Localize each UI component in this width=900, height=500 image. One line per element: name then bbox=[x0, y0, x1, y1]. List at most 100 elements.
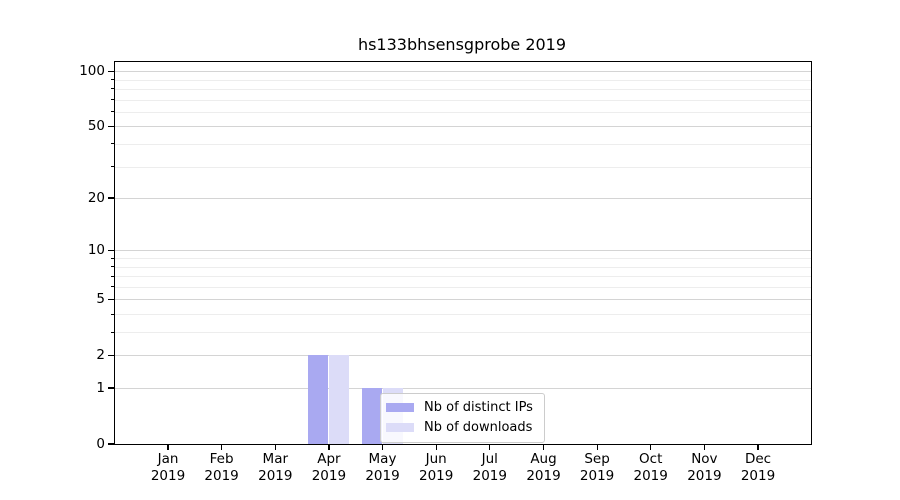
x-tick-label-month: Feb bbox=[209, 451, 234, 467]
y-minor-tick-mark bbox=[111, 313, 115, 315]
x-tick-label-year: 2019 bbox=[365, 468, 400, 484]
x-tick-mark bbox=[381, 444, 384, 450]
x-tick-label-month: Oct bbox=[639, 451, 663, 467]
x-tick-label-month: Apr bbox=[317, 451, 341, 467]
x-tick-label-year: 2019 bbox=[526, 468, 561, 484]
y-minor-tick-mark bbox=[111, 143, 115, 145]
gridline-major bbox=[115, 198, 811, 199]
x-tick-label-year: 2019 bbox=[472, 468, 507, 484]
y-minor-tick-mark bbox=[111, 275, 115, 277]
legend-label: Nb of downloads bbox=[424, 420, 533, 435]
gridline-major bbox=[115, 388, 811, 389]
y-tick-mark bbox=[108, 443, 115, 445]
gridline-major bbox=[115, 355, 811, 357]
x-tick-label: May 2019 bbox=[353, 451, 413, 485]
x-tick-label-year: 2019 bbox=[150, 468, 186, 484]
x-tick-label-year: 2019 bbox=[633, 468, 668, 484]
x-tick-mark bbox=[596, 444, 598, 450]
bar-distinct-ips bbox=[308, 355, 329, 444]
x-tick-label-year: 2019 bbox=[687, 468, 722, 484]
y-tick-mark bbox=[108, 387, 115, 389]
x-tick-label-month: Mar bbox=[262, 451, 289, 467]
y-tick-label: 1 bbox=[96, 380, 105, 396]
x-tick-mark bbox=[757, 444, 759, 450]
gridline-minor bbox=[115, 258, 811, 259]
gridline-minor bbox=[115, 166, 811, 168]
gridline-major bbox=[115, 250, 811, 252]
x-tick-label: Jun 2019 bbox=[406, 451, 466, 485]
x-tick-mark bbox=[167, 444, 169, 450]
y-tick-label: 20 bbox=[87, 190, 105, 206]
gridline-minor bbox=[115, 276, 811, 277]
gridline-major bbox=[115, 71, 811, 73]
y-minor-tick-mark bbox=[111, 166, 115, 167]
gridline-minor bbox=[115, 79, 811, 81]
x-tick-label-year: 2019 bbox=[740, 468, 776, 484]
x-tick-label: Nov 2019 bbox=[674, 451, 734, 485]
x-tick-label-month: Sep bbox=[584, 451, 610, 467]
x-tick-label-year: 2019 bbox=[579, 468, 615, 484]
x-tick-mark bbox=[542, 444, 545, 450]
y-minor-tick-mark bbox=[111, 79, 115, 80]
x-tick-mark bbox=[221, 444, 223, 450]
gridline-minor bbox=[115, 99, 811, 101]
x-tick-label: Oct 2019 bbox=[621, 451, 681, 485]
x-tick-label-month: Nov bbox=[691, 451, 718, 467]
x-tick-mark bbox=[274, 444, 276, 450]
legend-item: Nb of downloads bbox=[386, 419, 536, 436]
y-tick-mark bbox=[108, 249, 115, 251]
y-tick-label: 0 bbox=[96, 436, 105, 452]
x-tick-label-year: 2019 bbox=[258, 468, 293, 484]
x-tick-label: Sep 2019 bbox=[567, 451, 627, 485]
legend-item: Nb of distinct IPs bbox=[386, 399, 536, 416]
x-tick-label-month: Jan bbox=[157, 451, 179, 467]
legend-swatch bbox=[386, 423, 414, 432]
y-tick-mark bbox=[108, 70, 115, 72]
gridline-minor bbox=[115, 266, 811, 268]
gridline-minor bbox=[115, 88, 811, 90]
y-minor-tick-mark bbox=[111, 257, 115, 259]
y-minor-tick-mark bbox=[111, 266, 115, 267]
gridline-minor bbox=[115, 111, 811, 113]
y-minor-tick-mark bbox=[111, 331, 115, 333]
x-tick-mark bbox=[328, 444, 330, 450]
x-tick-mark bbox=[650, 444, 652, 450]
gridline-minor bbox=[115, 286, 811, 288]
y-tick-mark bbox=[108, 298, 115, 300]
legend: Nb of distinct IPs Nb of downloads bbox=[380, 393, 545, 443]
legend-label: Nb of distinct IPs bbox=[424, 400, 533, 415]
y-tick-mark bbox=[108, 354, 115, 356]
x-tick-label-year: 2019 bbox=[419, 468, 454, 484]
gridline-minor bbox=[115, 143, 811, 145]
bar-downloads bbox=[329, 355, 350, 444]
legend-swatch bbox=[386, 403, 414, 412]
y-tick-label: 10 bbox=[87, 242, 105, 259]
y-tick-label: 50 bbox=[87, 118, 105, 135]
x-tick-label-year: 2019 bbox=[204, 468, 239, 484]
bar-distinct-ips bbox=[362, 388, 382, 444]
x-tick-label: Jan 2019 bbox=[138, 451, 198, 485]
y-tick-label: 2 bbox=[96, 347, 105, 364]
x-tick-label-month: May bbox=[368, 451, 397, 467]
x-tick-label: Dec 2019 bbox=[728, 451, 788, 485]
x-tick-label: Jul 2019 bbox=[460, 451, 520, 485]
x-tick-label: Feb 2019 bbox=[192, 451, 252, 485]
y-tick-label: 5 bbox=[96, 291, 105, 308]
x-tick-label-month: Jul bbox=[481, 451, 498, 467]
x-tick-label: Apr 2019 bbox=[299, 451, 359, 485]
x-tick-mark bbox=[489, 444, 491, 450]
x-tick-label-month: Dec bbox=[744, 451, 772, 467]
y-minor-tick-mark bbox=[111, 99, 115, 101]
y-tick-label: 100 bbox=[79, 63, 105, 80]
y-tick-mark bbox=[108, 197, 115, 199]
y-minor-tick-mark bbox=[111, 88, 115, 90]
x-tick-mark bbox=[435, 444, 437, 450]
gridline-major bbox=[115, 299, 811, 301]
gridline-minor bbox=[115, 332, 811, 333]
y-minor-tick-mark bbox=[111, 286, 115, 288]
x-tick-label: Aug 2019 bbox=[514, 451, 574, 485]
chart-title: hs133bhsensgprobe 2019 bbox=[357, 35, 567, 54]
gridline-major bbox=[115, 126, 811, 128]
x-tick-mark bbox=[703, 444, 706, 450]
